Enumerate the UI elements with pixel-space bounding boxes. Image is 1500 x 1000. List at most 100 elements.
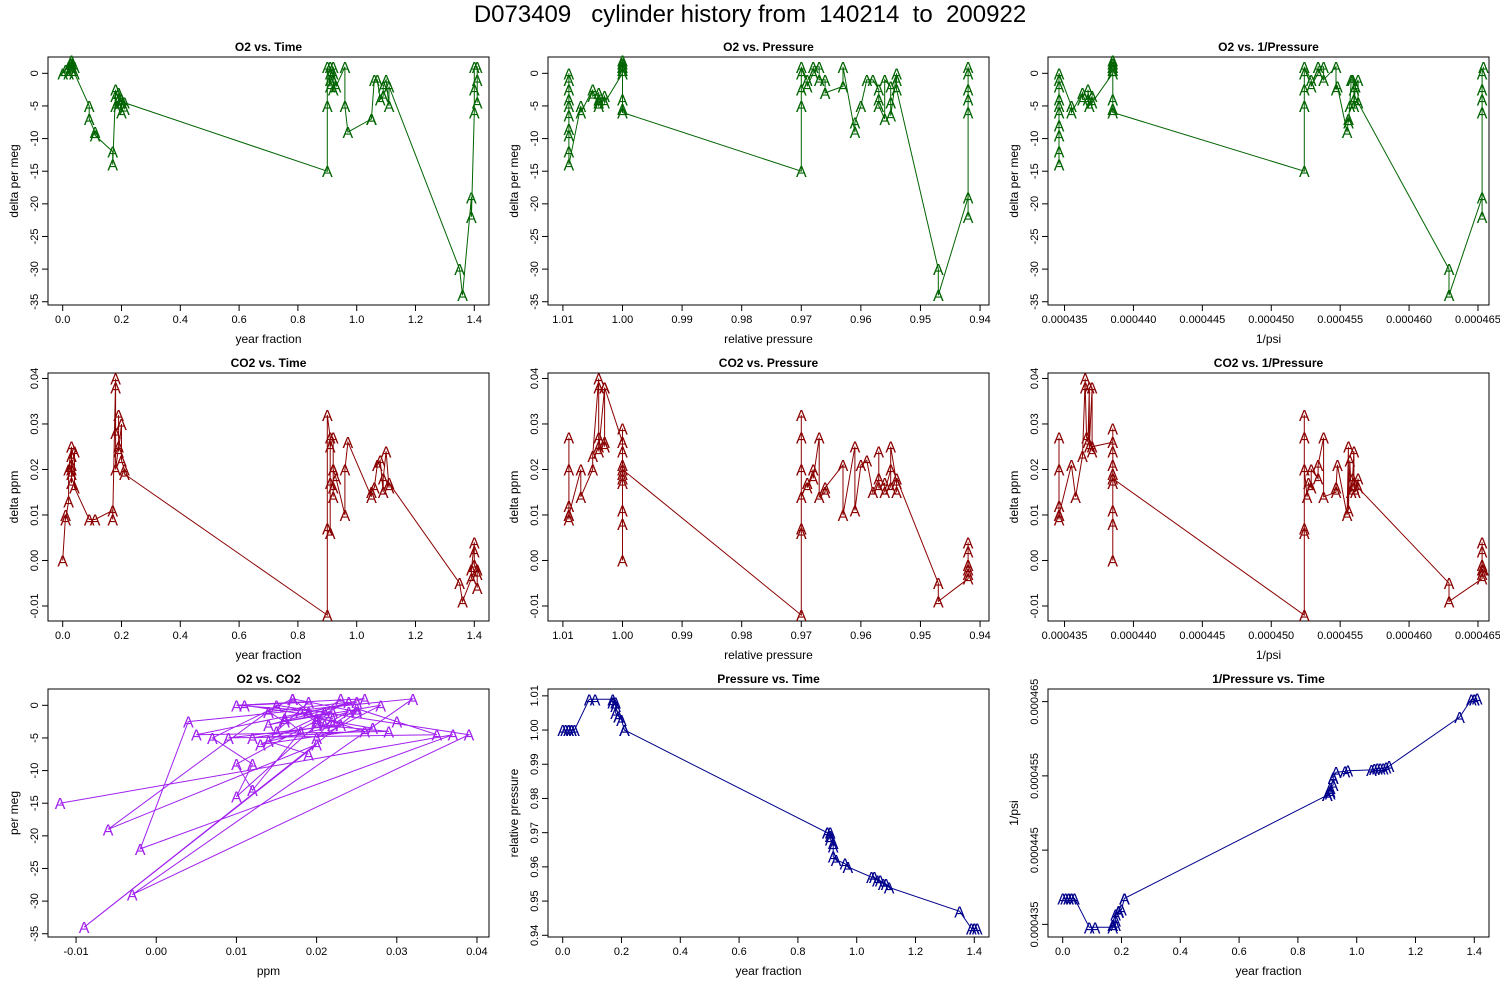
data-point: A (303, 705, 314, 722)
data-point: A (814, 490, 825, 507)
data-point: A (885, 462, 896, 479)
data-point: A (575, 490, 586, 507)
series-line (1058, 60, 1484, 296)
panel-title: O2 vs. 1/Pressure (1218, 40, 1319, 54)
plot-frame (47, 372, 490, 622)
data-point: A (113, 86, 124, 103)
y-tick-label: -20 (29, 196, 41, 212)
data-point: A (1477, 66, 1488, 83)
data-point: A (1343, 764, 1354, 781)
data-point: A (617, 57, 628, 74)
data-point: A (340, 508, 351, 525)
data-point: A (617, 60, 628, 77)
data-point: A (1299, 608, 1310, 625)
data-point: A (328, 60, 339, 77)
data-point: A (843, 860, 854, 877)
data-point: A (1318, 60, 1329, 77)
plot-frame (47, 688, 490, 938)
data-point: A (1107, 553, 1118, 570)
data-point: A (1344, 99, 1355, 116)
series-line (62, 60, 478, 296)
data-point: A (84, 513, 95, 530)
panel-title: O2 vs. Time (235, 40, 302, 54)
data-point: A (891, 476, 902, 493)
data-point: A (223, 731, 234, 748)
data-point: A (1107, 57, 1118, 74)
data-point: A (873, 83, 884, 100)
data-point: A (1477, 83, 1488, 100)
x-tick-label: 1.4 (467, 630, 482, 642)
data-point: A (66, 462, 77, 479)
data-point: A (63, 494, 74, 511)
data-point: A (1325, 787, 1336, 804)
data-point: A (384, 476, 395, 493)
x-tick-label: 0.000445 (1179, 314, 1225, 326)
data-point: A (119, 102, 130, 119)
data-point: A (454, 576, 465, 593)
y-tick-label: 0.00 (1029, 550, 1041, 571)
data-point: A (617, 476, 628, 493)
data-point: A (90, 513, 101, 530)
data-point: A (885, 79, 896, 96)
data-point: A (103, 822, 114, 839)
data-point: A (311, 711, 322, 728)
data-point: A (1054, 73, 1065, 90)
data-point: A (381, 73, 392, 90)
data-point: A (384, 481, 395, 498)
data-point: A (1477, 572, 1488, 589)
data-point: A (1331, 765, 1342, 782)
panel-o2-co2: O2 vs. CO2 -0.01 0.00 0.01 0.02 0.03 0.04 0 -5 -1… (7, 672, 490, 978)
y-tick-label: 0.03 (29, 413, 41, 434)
data-point: A (1107, 920, 1118, 937)
data-point: A (66, 467, 77, 484)
data-point: A (820, 73, 831, 90)
data-point: A (325, 73, 336, 90)
plot-frame (547, 56, 990, 306)
data-point: A (328, 66, 339, 83)
x-tick-label: 1.2 (408, 630, 423, 642)
data-point: A (1343, 440, 1354, 457)
x-tick-label: 0.4 (173, 630, 188, 642)
x-tick-label: 0.000460 (1386, 314, 1432, 326)
y-tick-label: 0 (529, 70, 541, 76)
x-tick-label: 0.96 (850, 314, 871, 326)
data-point: A (599, 381, 610, 398)
data-point: A (110, 89, 121, 106)
data-point: A (472, 96, 483, 113)
data-point: A (119, 96, 130, 113)
y-tick-label: -15 (529, 163, 541, 179)
data-point: A (1346, 73, 1357, 90)
data-point: A (966, 921, 977, 938)
data-point: A (1353, 472, 1364, 489)
data-point: A (340, 462, 351, 479)
data-point: A (295, 724, 306, 741)
data-point: A (328, 462, 339, 479)
y-tick-label: 0.04 (529, 368, 541, 389)
data-point: A (828, 850, 839, 867)
data-point: A (569, 723, 580, 740)
data-point: A (838, 458, 849, 475)
data-point: A (1349, 83, 1360, 100)
y-tick-label: 0.03 (529, 413, 541, 434)
data-point: A (587, 462, 598, 479)
data-point: A (1306, 79, 1317, 96)
data-point: A (796, 462, 807, 479)
data-point: A (933, 262, 944, 279)
data-point: A (1299, 526, 1310, 543)
data-point: A (1322, 788, 1333, 805)
data-point: A (340, 60, 351, 77)
data-point: A (325, 66, 336, 83)
data-point: A (575, 462, 586, 479)
data-point: A (617, 435, 628, 452)
y-tick-label: -5 (29, 733, 41, 743)
data-point: A (1375, 761, 1386, 778)
y-tick-label: -25 (29, 861, 41, 877)
x-tick-label: 0.4 (173, 314, 188, 326)
y-tick-label: 0.000445 (1029, 827, 1041, 873)
data-point: A (325, 431, 336, 448)
data-point: A (1366, 763, 1377, 780)
data-point: A (796, 99, 807, 116)
data-point: A (1299, 99, 1310, 116)
series-line (59, 698, 471, 928)
data-point: A (861, 453, 872, 470)
